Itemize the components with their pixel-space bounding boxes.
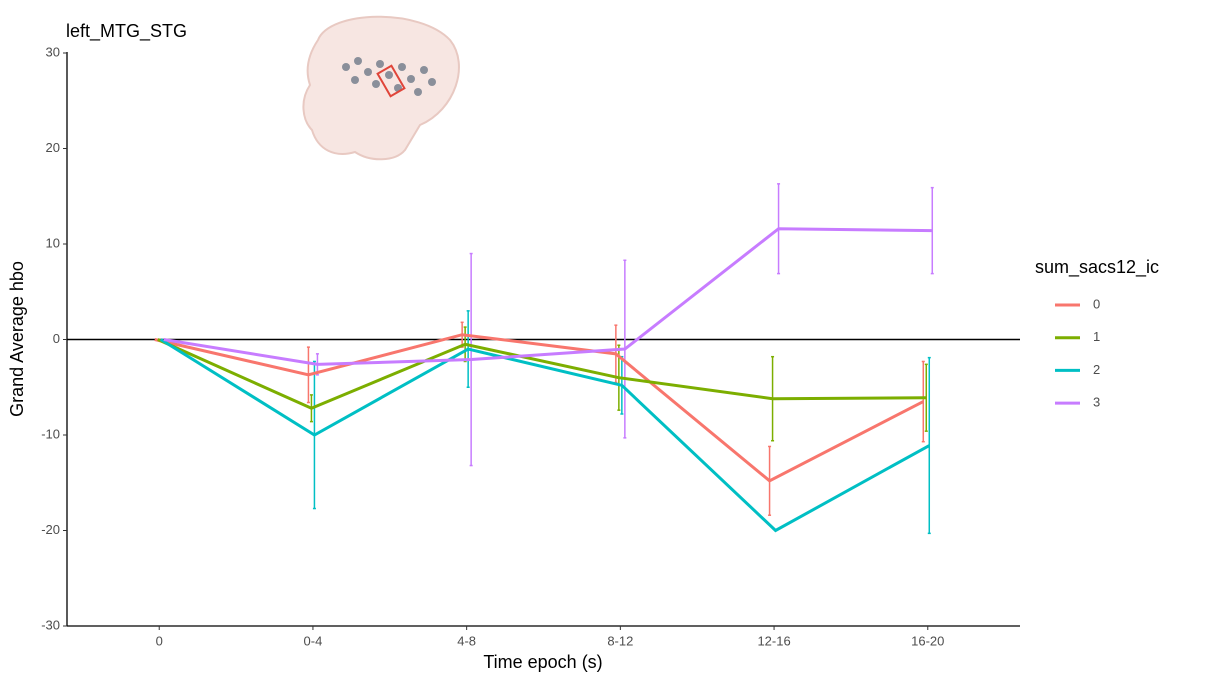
series-line	[163, 227, 933, 366]
series-line	[159, 338, 930, 533]
legend-label: 1	[1093, 329, 1100, 344]
legend-label: 3	[1093, 395, 1100, 410]
chart-title: left_MTG_STG	[66, 21, 187, 42]
y-axis-label: Grand Average hbo	[7, 261, 27, 417]
y-tick-label: 0	[53, 331, 60, 346]
x-axis-label: Time epoch (s)	[483, 652, 602, 672]
head-illustration	[302, 15, 460, 161]
y-tick-label: 20	[46, 140, 60, 155]
legend-label: 2	[1093, 362, 1100, 377]
y-tick-label: -30	[41, 617, 60, 632]
series-line	[154, 333, 924, 483]
x-tick-label: 0-4	[304, 633, 323, 648]
legend-label: 0	[1093, 296, 1100, 311]
y-tick-label: -20	[41, 522, 60, 537]
x-tick-label: 16-20	[911, 633, 944, 648]
x-tick-label: 12-16	[757, 633, 790, 648]
series-line	[157, 338, 927, 410]
x-tick-label: 8-12	[607, 633, 633, 648]
y-tick-label: 10	[46, 235, 60, 250]
x-tick-label: 4-8	[457, 633, 476, 648]
y-tick-label: -10	[41, 426, 60, 441]
y-tick-label: 30	[46, 44, 60, 59]
x-tick-label: 0	[156, 633, 163, 648]
legend-title: sum_sacs12_ic	[1035, 257, 1159, 278]
